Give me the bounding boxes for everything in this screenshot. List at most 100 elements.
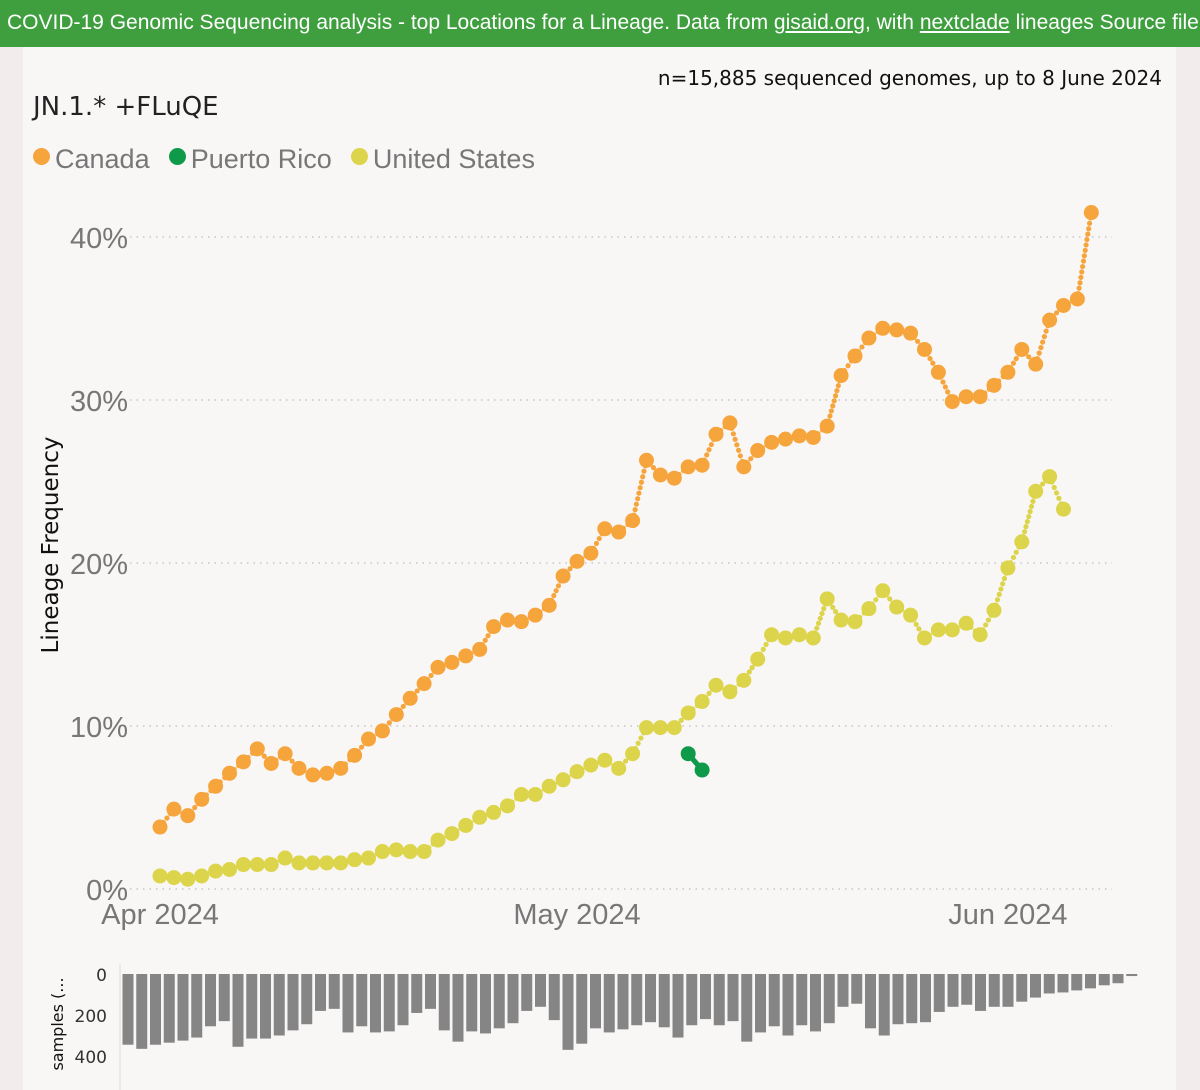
samples-bar [122, 974, 134, 1045]
canada-connector-dot [1013, 355, 1019, 362]
banner-text: COVID-19 Genomic Sequencing analysis - t… [7, 11, 774, 34]
united-states-connector-dot [635, 740, 641, 746]
samples-bar [411, 974, 423, 1013]
canada-connector-dot [940, 379, 946, 385]
samples-bar [947, 974, 959, 1007]
united-states-point [833, 612, 849, 628]
united-states-connector-dot [887, 596, 893, 602]
samples-bar [672, 974, 684, 1038]
canada-connector-dot [553, 588, 559, 594]
canada-point [791, 428, 807, 444]
canada-point [291, 760, 307, 776]
legend-item-canada[interactable]: Canada [33, 144, 150, 175]
samples-bar [823, 974, 835, 1024]
canada-connector-dot [945, 389, 951, 395]
banner-text-middle: , with [864, 11, 920, 34]
united-states-connector-dot [1021, 529, 1028, 535]
united-states-point [416, 844, 432, 860]
canada-connector-dot [1041, 334, 1047, 340]
canada-point [347, 747, 363, 763]
united-states-connector-dot [1027, 508, 1033, 515]
canada-point [930, 364, 946, 380]
canada-connector-dot [1076, 285, 1082, 291]
united-states-point [875, 583, 891, 599]
canada-connector-dot [845, 363, 851, 369]
samples-bar [260, 974, 271, 1039]
united-states-point [930, 622, 946, 638]
canada-point [180, 808, 196, 824]
united-states-connector-dot [916, 626, 922, 632]
united-states-dot-icon [350, 148, 368, 165]
canada-point [152, 819, 168, 835]
canada-connector-dot [1077, 280, 1083, 286]
samples-bar [438, 974, 450, 1031]
canada-point [166, 801, 182, 817]
united-states-connector-dot [1010, 554, 1017, 561]
legend-label-canada: Canada [55, 144, 150, 174]
united-states-point [569, 764, 585, 780]
y-tick-label: 40% [70, 223, 128, 255]
canada-point [611, 524, 627, 540]
samples-bar [590, 974, 601, 1029]
canada-connector-dot [641, 468, 647, 474]
canada-connector-dot [835, 383, 841, 389]
samples-bar [163, 974, 175, 1043]
united-states-connector-dot [873, 597, 879, 603]
samples-bar [328, 974, 340, 1009]
samples-bar [191, 974, 203, 1038]
united-states-connector-dot [821, 606, 827, 612]
samples-bar [700, 974, 711, 1020]
united-states-point [750, 651, 766, 667]
samples-bar [1016, 974, 1028, 1002]
canada-connector-dot [831, 398, 837, 404]
samples-bar [136, 974, 148, 1049]
samples-bar [370, 974, 381, 1033]
united-states-point [1028, 483, 1044, 499]
y-tick-label: 20% [70, 549, 128, 581]
puerto-rico-dot-icon [168, 148, 186, 165]
canada-connector-dot [827, 413, 833, 419]
canada-point [1000, 364, 1016, 380]
canada-point [972, 389, 988, 405]
canada-point [694, 457, 710, 473]
united-states-connector-dot [1053, 490, 1060, 496]
canada-point [917, 341, 932, 357]
canada-connector-dot [1040, 339, 1046, 345]
canada-point [722, 415, 738, 431]
nextclade-link[interactable]: nextclade [919, 11, 1010, 34]
canada-point [944, 394, 960, 410]
samples-bar [658, 974, 670, 1028]
puerto-rico-point [694, 762, 710, 778]
samples-bar [493, 974, 505, 1029]
canada-point [513, 614, 529, 630]
canada-point [1083, 205, 1099, 221]
canada-point [277, 746, 293, 762]
canada-connector-dot [1081, 253, 1087, 259]
united-states-connector-dot [1024, 518, 1030, 525]
samples-bar [878, 974, 890, 1036]
canada-connector-dot [832, 393, 839, 399]
legend-item-united-states[interactable]: United States [350, 144, 535, 175]
samples-bar [315, 974, 326, 1011]
canada-connector-dot [596, 535, 602, 542]
samples-bar [920, 974, 931, 1023]
samples-bar [356, 974, 368, 1027]
united-states-point [361, 850, 376, 866]
canada-point [625, 513, 641, 529]
united-states-connector-dot [763, 641, 769, 648]
canada-connector-dot [551, 593, 557, 599]
canada-connector-dot [400, 703, 406, 710]
samples-bar [865, 974, 876, 1029]
canada-point [958, 389, 974, 405]
gisaid-link[interactable]: gisaid.org [773, 11, 865, 34]
canada-connector-dot [633, 501, 639, 507]
united-states-connector-dot [913, 621, 919, 627]
samples-bar [727, 974, 739, 1022]
x-tick-label: May 2024 [513, 899, 640, 931]
legend-item-puerto-rico[interactable]: Puerto Rico [168, 144, 332, 175]
legend: Canada Puerto Rico United States [33, 144, 549, 180]
samples-bar [837, 974, 849, 1007]
samples-bar [1030, 974, 1041, 998]
united-states-point [235, 857, 251, 873]
canada-point [736, 459, 752, 475]
